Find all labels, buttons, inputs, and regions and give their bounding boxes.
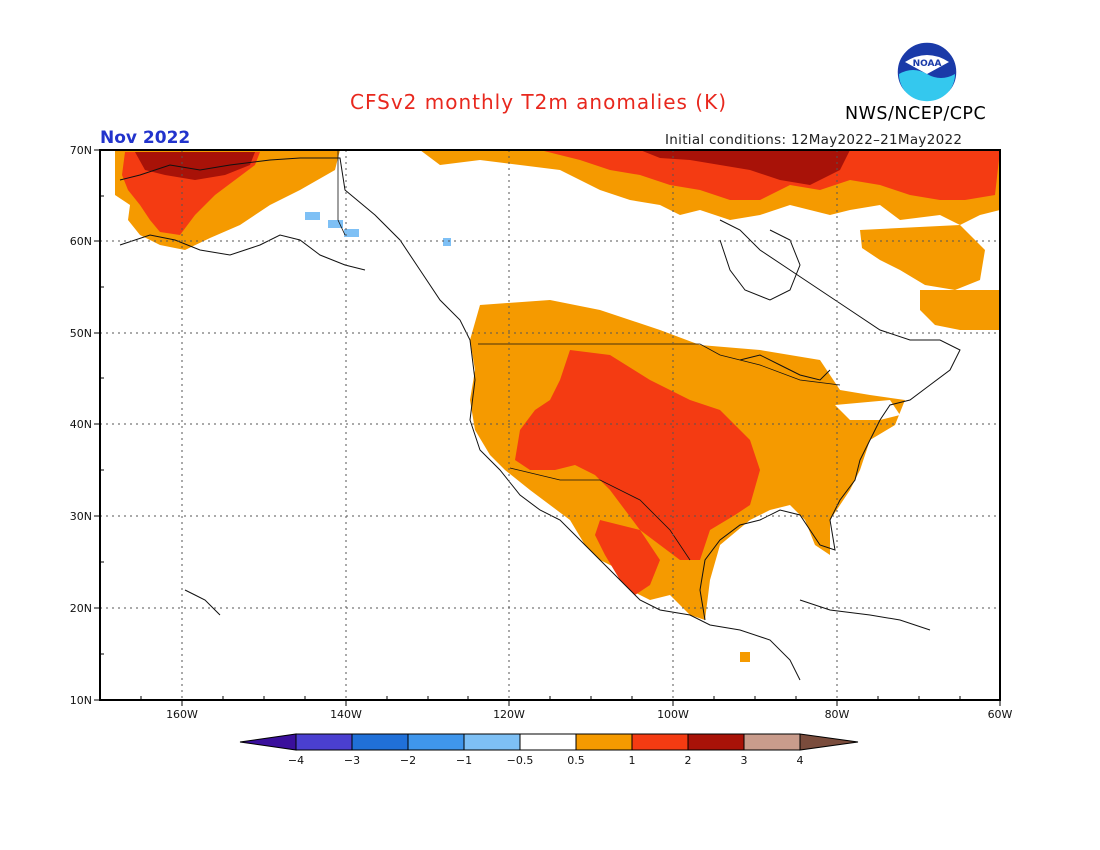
colorbar-swatch-4	[463, 733, 521, 751]
lat-label-70n: 70N	[70, 144, 92, 157]
colorbar-label: 3	[741, 754, 748, 767]
colorbar	[239, 733, 859, 751]
lat-label-20n: 20N	[70, 602, 92, 615]
colorbar-swatch-8	[687, 733, 745, 751]
border-canada-usa	[478, 343, 841, 386]
colorbar-label: 2	[685, 754, 692, 767]
anomaly-region-cold-2	[328, 220, 343, 228]
colorbar-swatch-9	[743, 733, 801, 751]
initial-conditions: Initial conditions: 12May2022–21May2022	[665, 132, 963, 148]
border-alaska-canada	[337, 150, 346, 236]
coastline-alaska	[119, 157, 801, 681]
lon-label-120w: 120W	[493, 708, 525, 721]
anomaly-region-canada-arctic-max	[640, 150, 850, 185]
logo-text: NOAA	[913, 59, 942, 69]
colorbar-arrow-low	[239, 733, 297, 751]
lon-label-160w: 160W	[166, 708, 198, 721]
colorbar-label: 1	[629, 754, 636, 767]
colorbar-swatch-6	[575, 733, 633, 751]
coastline-hawaii	[184, 589, 221, 616]
colorbar-swatch-1	[295, 733, 353, 751]
colorbar-label: 0.5	[567, 754, 585, 767]
forecast-month: Nov 2022	[100, 128, 191, 148]
anomaly-region-cold-4	[443, 238, 451, 246]
lon-ticks	[140, 696, 1001, 706]
colorbar-swatch-5	[519, 733, 577, 751]
colorbar-label: −2	[400, 754, 416, 767]
lat-label-30n: 30N	[70, 510, 92, 523]
anomaly-region-quebec	[860, 225, 985, 290]
gridline-layer	[100, 150, 1000, 700]
anomaly-region-usa-strong	[515, 350, 760, 560]
coastline-alaska-south	[119, 234, 366, 271]
coastline-hudson	[719, 229, 801, 301]
anomaly-region-alaska-max	[135, 152, 255, 180]
map-title: CFSv2 monthly T2m anomalies (K)	[350, 90, 727, 114]
agency-label: NWS/NCEP/CPC	[845, 104, 987, 124]
anomaly-region-cold-3	[344, 229, 359, 237]
colorbar-arrow-high	[799, 733, 859, 751]
colorbar-label: −3	[344, 754, 360, 767]
coastline-caribbean	[799, 599, 931, 631]
lon-label-100w: 100W	[657, 708, 689, 721]
lat-labels: 70N 60N 50N 40N 30N 20N 10N	[70, 144, 92, 707]
lat-ticks	[94, 149, 104, 701]
lat-label-60n: 60N	[70, 235, 92, 248]
lat-label-40n: 40N	[70, 418, 92, 431]
anomaly-region-cold-1	[305, 212, 320, 220]
colorbar-label: 4	[797, 754, 804, 767]
lon-label-60w: 60W	[988, 708, 1013, 721]
colorbar-label: −4	[288, 754, 304, 767]
colorbar-labels: −4 −3 −2 −1 −0.5 0.5 1 2 3 4	[288, 754, 804, 767]
colorbar-swatch-2	[351, 733, 409, 751]
lon-label-80w: 80W	[825, 708, 850, 721]
anomaly-region-mexico-strong	[595, 520, 660, 595]
colorbar-swatch-3	[407, 733, 465, 751]
coastline-great-lakes	[739, 354, 831, 381]
anomaly-fill-layer	[115, 150, 1000, 662]
anomaly-region-central-america	[740, 652, 750, 662]
lat-label-50n: 50N	[70, 327, 92, 340]
lon-label-140w: 140W	[330, 708, 362, 721]
coastline-layer	[119, 157, 961, 681]
lat-label-10n: 10N	[70, 694, 92, 707]
coastline-east	[699, 219, 961, 621]
colorbar-label: −1	[456, 754, 472, 767]
noaa-logo-icon: NOAA	[896, 41, 958, 103]
colorbar-label: −0.5	[507, 754, 534, 767]
colorbar-swatch-7	[631, 733, 689, 751]
lon-labels: 160W 140W 120W 100W 80W 60W	[166, 708, 1012, 721]
anomaly-region-labrador	[920, 290, 1000, 330]
